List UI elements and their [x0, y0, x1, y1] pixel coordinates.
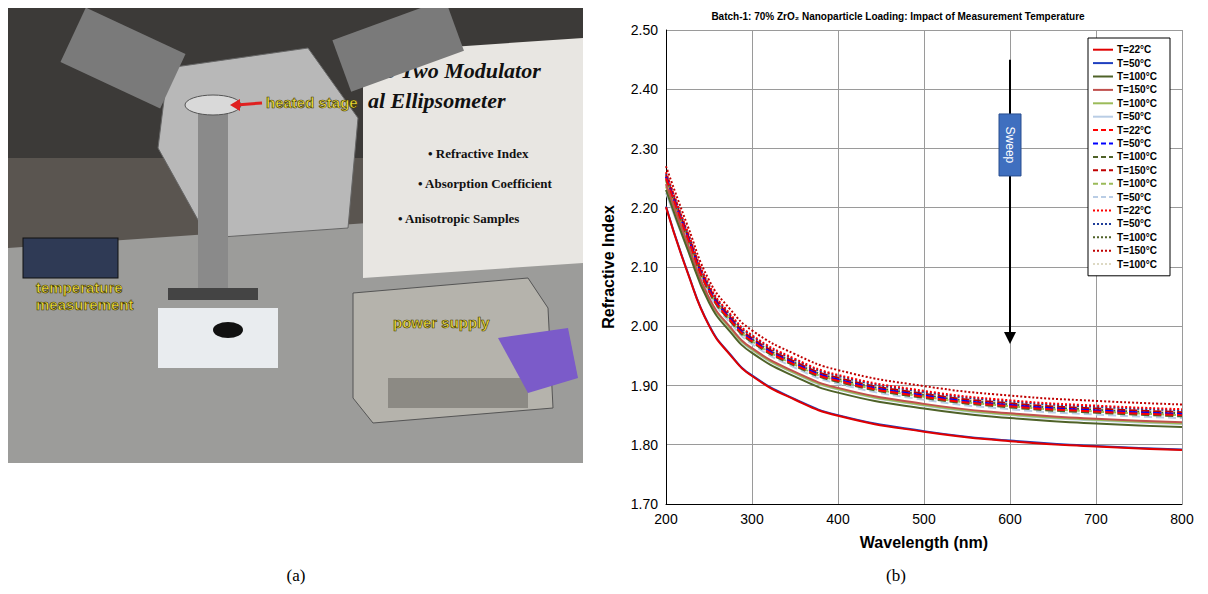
svg-text:T=22°C: T=22°C — [1117, 44, 1151, 55]
svg-text:2.10: 2.10 — [631, 259, 658, 275]
svg-text:• Refractive Index: • Refractive Index — [428, 146, 529, 161]
svg-text:2.00: 2.00 — [631, 318, 658, 334]
svg-text:500: 500 — [912, 511, 936, 527]
svg-text:1.80: 1.80 — [631, 437, 658, 453]
svg-text:600: 600 — [998, 511, 1022, 527]
svg-text:• Anisotropic Samples: • Anisotropic Samples — [398, 211, 519, 226]
svg-text:T=50°C: T=50°C — [1117, 192, 1151, 203]
svg-text:T=100°C: T=100°C — [1117, 178, 1157, 189]
svg-text:T=100°C: T=100°C — [1117, 232, 1157, 243]
svg-text:Wavelength (nm): Wavelength (nm) — [860, 534, 988, 551]
svg-text:T=100°C: T=100°C — [1117, 71, 1157, 82]
svg-text:T=50°C: T=50°C — [1117, 138, 1151, 149]
svg-text:al Ellipsometer: al Ellipsometer — [368, 88, 506, 113]
svg-text:power supply: power supply — [393, 314, 490, 331]
html-text:(a): (a) — [286, 566, 306, 585]
svg-text:heated stage: heated stage — [266, 94, 358, 111]
svg-text:800: 800 — [1170, 511, 1194, 527]
svg-text:700: 700 — [1084, 511, 1108, 527]
svg-text:T=50°C: T=50°C — [1117, 218, 1151, 229]
svg-text:Batch-1: 70% ZrO₂ Nanoparticle: Batch-1: 70% ZrO₂ Nanoparticle Loading: … — [711, 11, 1085, 22]
svg-text:T=100°C: T=100°C — [1117, 259, 1157, 270]
svg-text:2.20: 2.20 — [631, 200, 658, 216]
svg-text:Sweep: Sweep — [1003, 127, 1017, 164]
svg-text:T=100°C: T=100°C — [1117, 151, 1157, 162]
svg-text:• Absorption Coefficient: • Absorption Coefficient — [418, 176, 552, 191]
svg-text:300: 300 — [740, 511, 764, 527]
svg-text:T=150°C: T=150°C — [1117, 165, 1157, 176]
svg-text:T=50°C: T=50°C — [1117, 58, 1151, 69]
svg-text:T=100°C: T=100°C — [1117, 98, 1157, 109]
svg-text:T=22°C: T=22°C — [1117, 125, 1151, 136]
svg-text:measurement: measurement — [36, 296, 134, 313]
svg-text:Refractive Index: Refractive Index — [600, 205, 617, 329]
svg-text:T=50°C: T=50°C — [1117, 111, 1151, 122]
svg-text:T=150°C: T=150°C — [1117, 84, 1157, 95]
svg-text:temperature: temperature — [36, 279, 123, 296]
svg-text:2.30: 2.30 — [631, 141, 658, 157]
svg-text:400: 400 — [826, 511, 850, 527]
svg-text:2.50: 2.50 — [631, 22, 658, 38]
svg-text:pic Two Modulator: pic Two Modulator — [368, 58, 541, 83]
svg-text:1.70: 1.70 — [631, 496, 658, 512]
svg-text:200: 200 — [654, 511, 678, 527]
svg-text:T=22°C: T=22°C — [1117, 205, 1151, 216]
svg-text:2.40: 2.40 — [631, 81, 658, 97]
html-text:(b): (b) — [886, 566, 906, 585]
svg-text:T=150°C: T=150°C — [1117, 245, 1157, 256]
svg-text:1.90: 1.90 — [631, 378, 658, 394]
